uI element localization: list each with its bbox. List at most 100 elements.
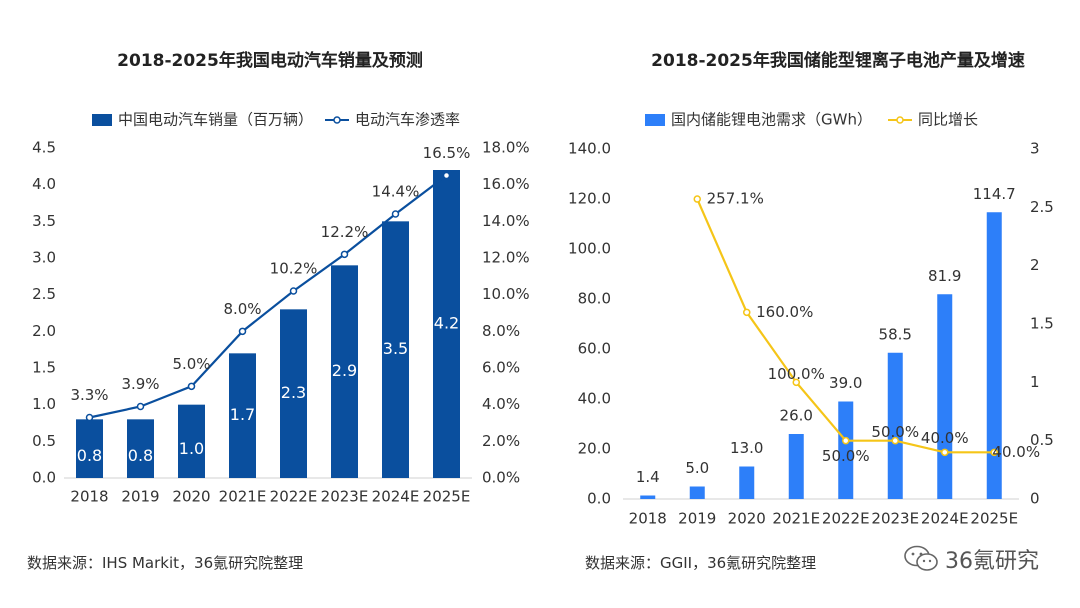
left-tick-label-1: 80.0 (578, 290, 611, 308)
left-tick-label-0: 4.5 (32, 139, 56, 157)
category-label: 2025E (970, 510, 1018, 528)
bar-0-2021E (229, 353, 256, 478)
line-point-0 (136, 402, 145, 411)
bar-value-label: 2.3 (281, 383, 306, 402)
line-value-label: 100.0% (768, 365, 825, 383)
right-tick-label-0: 4.0% (482, 395, 520, 413)
bar-value-label: 0.8 (128, 446, 153, 465)
line-value-label: 50.0% (871, 423, 919, 441)
bar-value-label: 4.2 (434, 314, 459, 333)
bar-1-2025E (986, 212, 1002, 499)
right-tick-label-1: 1.5 (1030, 315, 1054, 333)
left-tick-label-0: 3.5 (32, 212, 56, 230)
bar-0-2023E (331, 265, 358, 478)
left-tick-label-1: 20.0 (578, 440, 611, 458)
line-value-label: 16.5% (423, 144, 471, 162)
bar-1-2023E (887, 352, 903, 499)
legend-line-marker-0 (333, 116, 341, 124)
source-right: 数据来源：GGII，36氪研究院整理 (585, 554, 817, 572)
bar-0-2018 (76, 419, 103, 478)
legend-bar-swatch-0 (92, 114, 112, 126)
left-tick-label-1: 0.0 (587, 490, 611, 508)
right-tick-label-0: 18.0% (482, 139, 530, 157)
category-label: 2018 (629, 510, 667, 528)
line-value-label: 257.1% (707, 190, 764, 208)
category-label: 2019 (678, 510, 716, 528)
category-label: 2025E (423, 488, 471, 506)
right-tick-label-1: 1 (1030, 373, 1040, 391)
category-label: 2023E (321, 488, 369, 506)
bar-value-label: 58.5 (879, 325, 912, 343)
legend-line-label-0: 电动汽车渗透率 (355, 111, 460, 129)
right-tick-label-1: 0 (1030, 490, 1040, 508)
left-tick-label-1: 120.0 (568, 190, 611, 208)
line-value-label: 40.0% (992, 443, 1040, 461)
right-tick-label-1: 3 (1030, 140, 1040, 158)
bar-1-2022E (838, 401, 854, 499)
line-value-label: 10.2% (270, 260, 318, 278)
bar-value-label: 13.0 (730, 439, 763, 457)
right-tick-label-0: 2.0% (482, 432, 520, 450)
category-label: 2021E (772, 510, 820, 528)
line-value-label: 50.0% (822, 447, 870, 465)
left-tick-label-0: 2.0 (32, 322, 56, 340)
legend-bar-label-1: 国内储能锂电池需求（GWh） (671, 111, 872, 129)
line-point-1 (990, 448, 998, 457)
bar-value-label: 26.0 (780, 407, 813, 425)
line-point-1 (941, 448, 949, 457)
right-tick-label-1: 2 (1030, 256, 1040, 274)
bar-value-label: 1.7 (230, 405, 255, 424)
bar-0-2022E (280, 309, 307, 478)
watermark-logo: 36氪研究 (903, 543, 1039, 575)
right-tick-label-0: 12.0% (482, 249, 530, 267)
category-label: 2019 (121, 488, 159, 506)
line-value-label: 40.0% (921, 429, 969, 447)
bar-value-label: 5.0 (685, 459, 709, 477)
category-label: 2024E (921, 510, 969, 528)
watermark-text: 36氪研究 (945, 549, 1039, 574)
line-point-0 (340, 250, 349, 259)
line-point-1 (891, 436, 899, 445)
line-point-0 (85, 413, 94, 422)
line-value-label: 160.0% (756, 303, 813, 321)
bar-value-label: 0.8 (77, 446, 102, 465)
bar-0-2020 (178, 404, 205, 478)
category-label: 2020 (172, 488, 210, 506)
category-label: 2018 (70, 488, 108, 506)
category-label: 2022E (270, 488, 318, 506)
line-point-1 (693, 195, 701, 203)
right-tick-label-1: 0.5 (1030, 431, 1054, 449)
line-point-0 (238, 327, 247, 336)
bar-value-label: 81.9 (928, 267, 961, 285)
bar-0-2025E (433, 170, 460, 478)
chart-title-0: 2018-2025年我国电动汽车销量及预测 (117, 50, 423, 71)
category-label: 2023E (871, 510, 919, 528)
bar-0-2024E (382, 221, 409, 479)
category-label: 2020 (728, 510, 766, 528)
bar-value-label: 39.0 (829, 374, 862, 392)
left-tick-label-0: 4.0 (32, 175, 56, 193)
left-tick-label-1: 60.0 (578, 340, 611, 358)
left-tick-label-1: 40.0 (578, 390, 611, 408)
right-tick-label-0: 16.0% (482, 175, 530, 193)
line-value-label: 8.0% (223, 300, 261, 318)
line-series-0 (89, 174, 448, 419)
left-tick-label-0: 0.5 (32, 432, 56, 450)
category-label: 2022E (822, 510, 870, 528)
line-point-0 (391, 210, 400, 218)
legend-line-marker-1 (896, 116, 904, 124)
line-point-0 (187, 382, 196, 391)
line-point-0 (289, 287, 298, 295)
source-left: 数据来源：IHS Markit，36氪研究院整理 (27, 554, 304, 572)
line-point-1 (842, 436, 850, 445)
bar-1-2019 (689, 486, 705, 499)
bar-value-label: 1.0 (179, 439, 204, 458)
line-value-label: 12.2% (321, 223, 369, 241)
left-tick-label-0: 1.5 (32, 359, 56, 377)
category-label: 2021E (219, 488, 267, 506)
right-tick-label-0: 10.0% (482, 285, 530, 303)
right-tick-label-0: 14.0% (482, 212, 530, 230)
right-tick-label-1: 2.5 (1030, 198, 1054, 216)
line-point-1 (743, 308, 751, 317)
